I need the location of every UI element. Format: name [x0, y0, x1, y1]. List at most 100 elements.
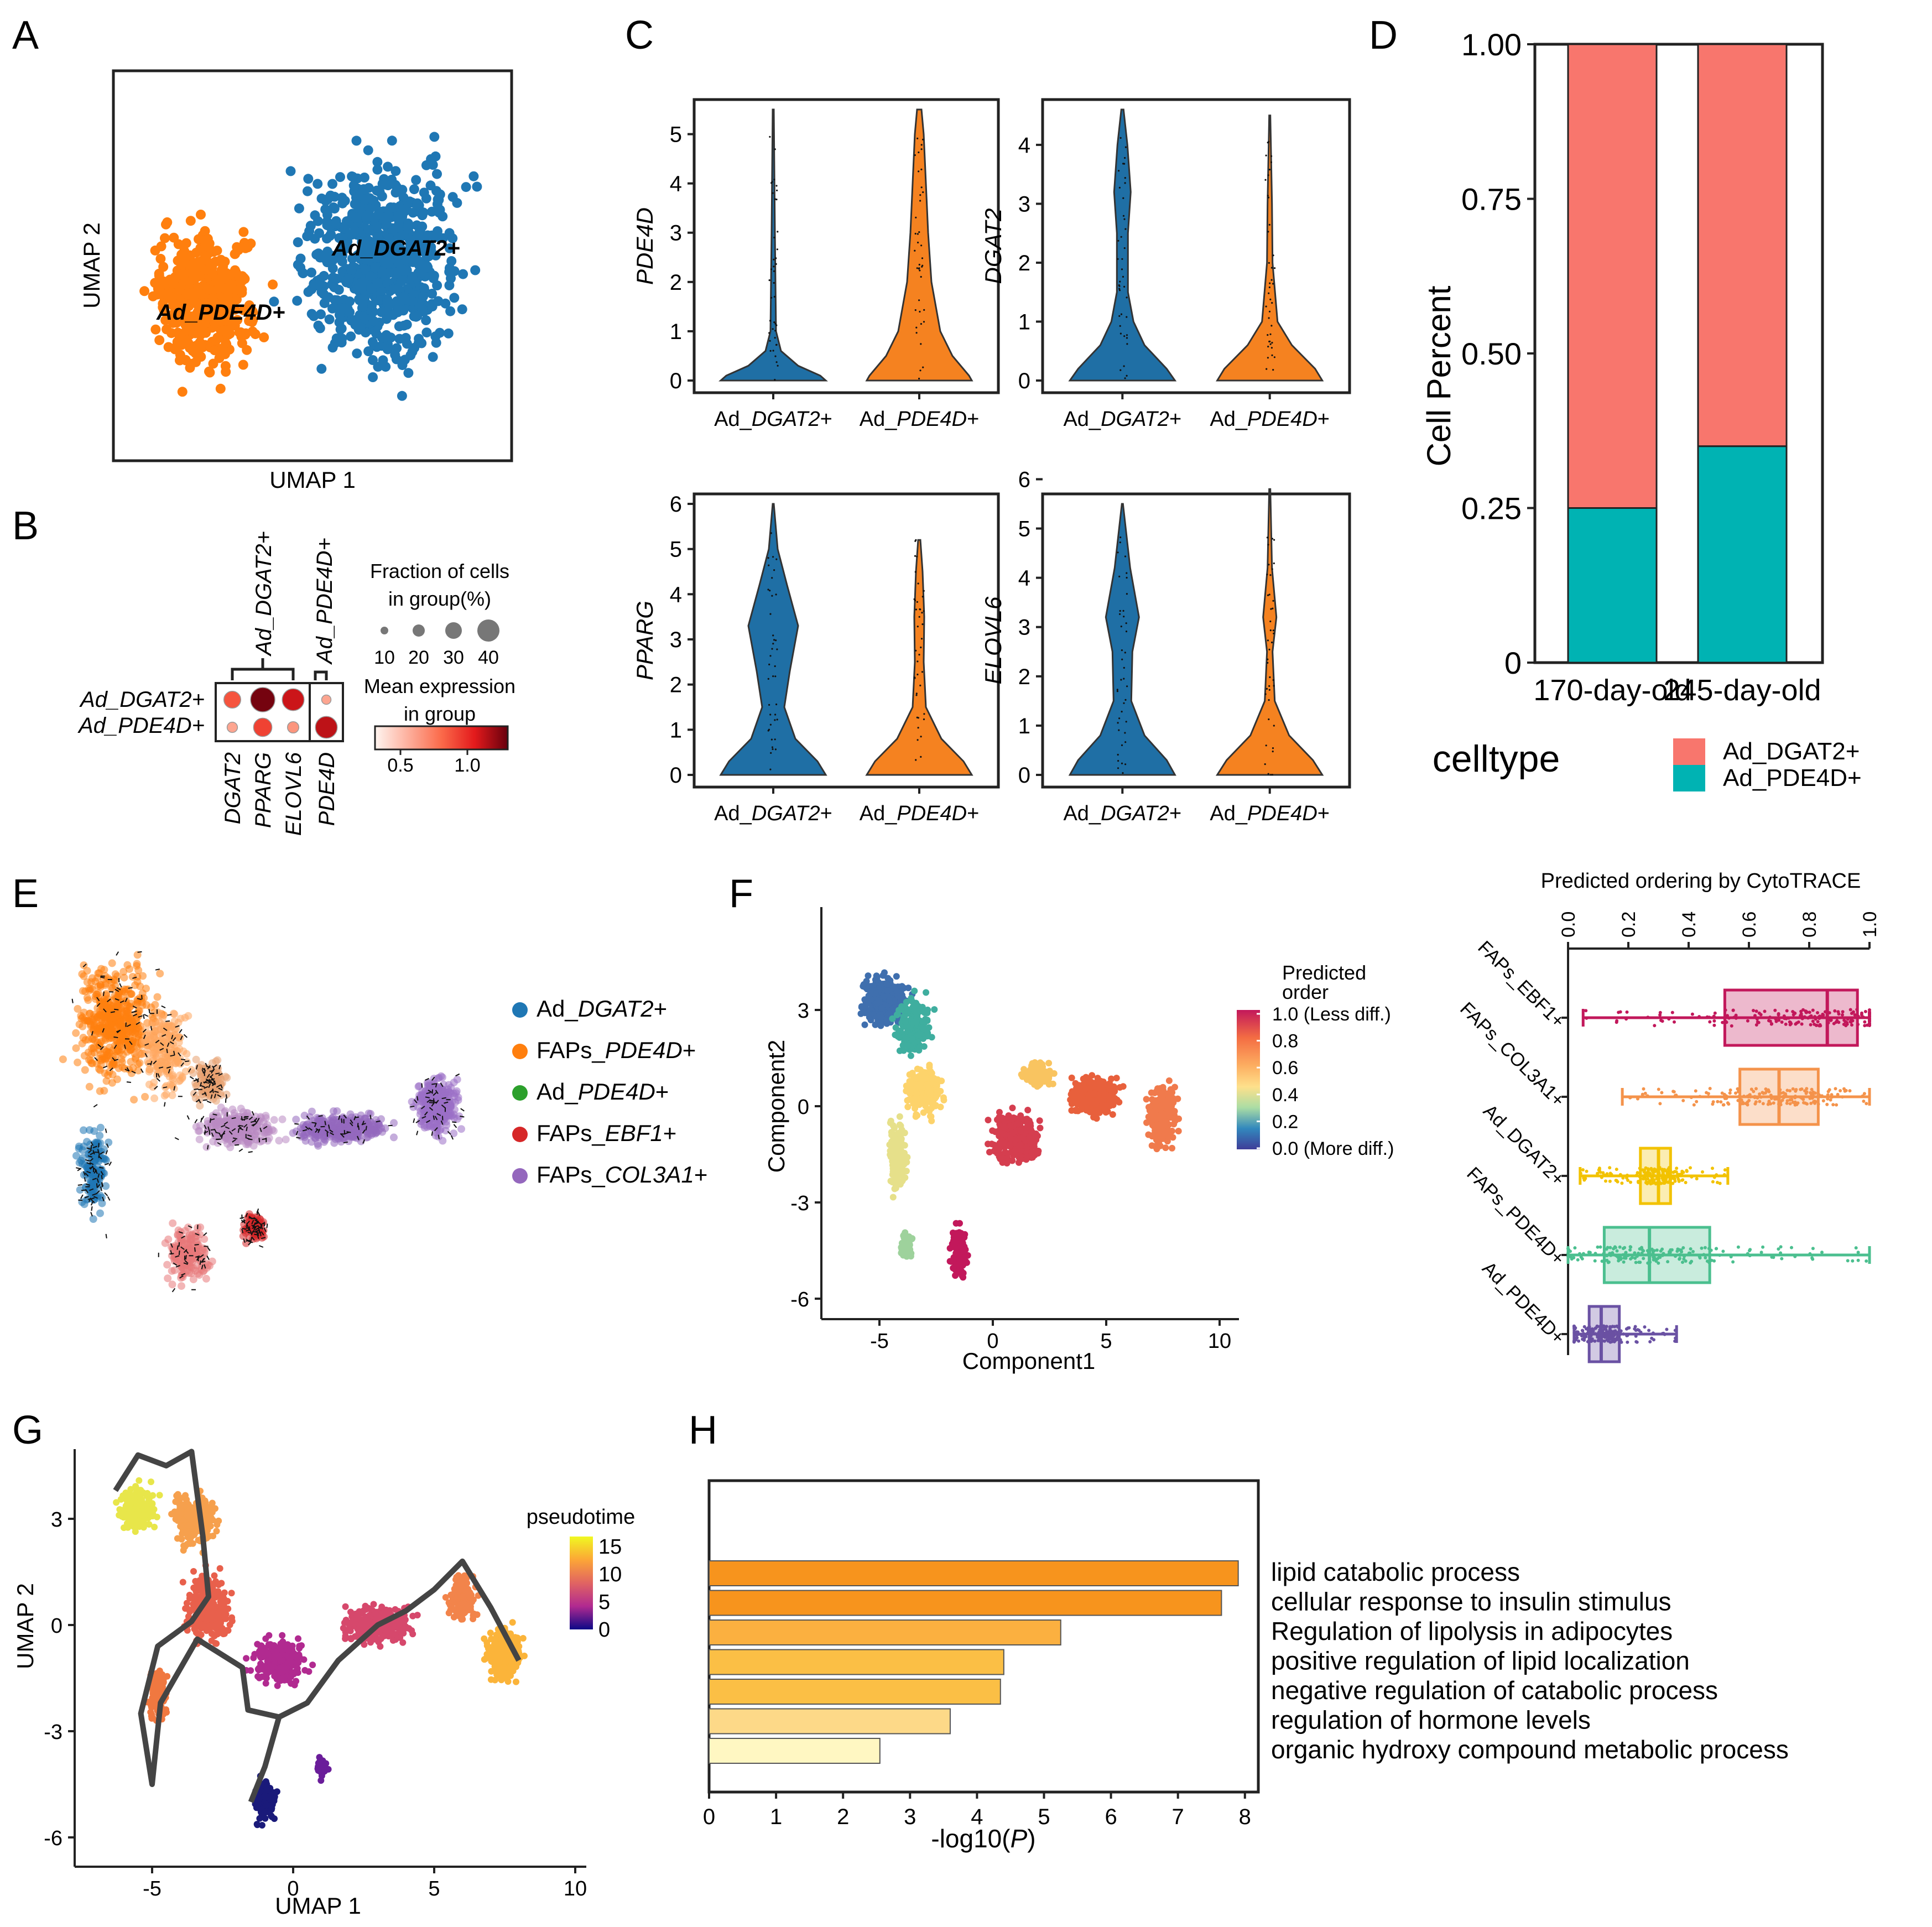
cytotrace-point [895, 1138, 902, 1145]
umap-point-dgat2 [445, 306, 456, 316]
umap-point-dgat2 [327, 342, 338, 353]
umap-point-pde4d [268, 279, 278, 290]
scatter-ytick-label: 3 [798, 999, 809, 1023]
size-legend-label: 30 [443, 647, 464, 668]
violin-point [1265, 154, 1267, 157]
umap-point-dgat2 [327, 251, 338, 261]
violin-point [774, 665, 776, 668]
umap-point-dgat2 [426, 206, 437, 217]
velocity-arrow [105, 1128, 107, 1133]
violin-point [921, 257, 924, 259]
cytotrace-point [877, 1022, 884, 1029]
umap-point-pde4d [200, 226, 210, 236]
violin-point [1264, 763, 1266, 765]
umap-point-dgat2 [351, 212, 362, 223]
violin-point [914, 600, 916, 602]
violin-point [918, 616, 920, 618]
velocity-point [151, 1001, 159, 1009]
violin-point [767, 730, 769, 732]
violin-point [918, 299, 920, 301]
cluster-label-dgat2: Ad_DGAT2+ [331, 236, 460, 261]
cytotrace-point [890, 1152, 897, 1159]
violin-point [1124, 146, 1127, 148]
cytotrace-point [889, 1122, 897, 1129]
stacked-ytick-label: 0.50 [1461, 336, 1522, 371]
cytotrace-point [873, 1013, 880, 1020]
umap-point-dgat2 [355, 279, 365, 289]
violin-point [769, 613, 772, 615]
umap-point-dgat2 [428, 352, 438, 362]
umap-point-dgat2 [315, 252, 325, 263]
violin-point [772, 748, 774, 751]
violin-point [769, 136, 771, 138]
umap-point-pde4d [244, 316, 254, 326]
violin-point [1264, 693, 1267, 695]
cytotrace-point [883, 1017, 890, 1024]
violin-point [1123, 285, 1126, 288]
umap-point-dgat2 [468, 171, 479, 181]
umap-point-dgat2 [346, 265, 357, 276]
velocity-arrow [259, 1245, 264, 1248]
cytotrace-point [912, 1113, 919, 1120]
violin-point [1268, 718, 1270, 721]
violin-point [1125, 631, 1128, 633]
violin-ytick-label: 4 [1018, 566, 1030, 591]
violin-point [1122, 215, 1125, 217]
velocity-arrow [296, 1137, 301, 1139]
violin-point [773, 295, 775, 298]
violin-point [1272, 679, 1274, 681]
panel-letter-f: F [729, 872, 753, 916]
violin-point [1271, 538, 1274, 540]
velocity-arrow [341, 1118, 343, 1123]
velocity-arrow [186, 1115, 190, 1120]
dotplot-dot [321, 694, 332, 705]
umap-point-dgat2 [285, 166, 296, 176]
umap-point-dgat2 [322, 210, 332, 220]
umap-point-pde4d [208, 358, 218, 369]
violin-point [1270, 325, 1273, 327]
umap-point-dgat2 [346, 331, 356, 342]
velocity-arrow [369, 1114, 372, 1119]
violin-point [775, 324, 778, 326]
velocity-point [213, 1086, 221, 1095]
cytotrace-point [920, 1025, 927, 1032]
violin-point [1268, 223, 1270, 226]
umap-point-dgat2 [418, 207, 429, 218]
umap-point-pde4d [237, 275, 248, 286]
stacked-bar-segment [1567, 43, 1658, 509]
scatter-ylabel: Component2 [763, 1040, 789, 1173]
violin-xtick-label: Ad_PDE4D+ [860, 802, 980, 825]
violin-point [916, 673, 919, 676]
velocity-point [308, 1128, 316, 1137]
velocity-point [82, 1017, 90, 1025]
umap-point-dgat2 [404, 235, 415, 245]
violin-point [1117, 722, 1119, 724]
violin-point [1118, 315, 1121, 317]
velocity-arrow [183, 1034, 188, 1038]
velocity-point [111, 1009, 119, 1017]
umap-point-dgat2 [443, 328, 454, 338]
violin-point [1267, 174, 1269, 176]
umap-point-pde4d [207, 268, 218, 279]
violin-point [768, 663, 770, 665]
cytotrace-point [911, 987, 918, 994]
cytotrace-point [897, 1132, 904, 1139]
velocity-point [357, 1118, 366, 1127]
umap-point-dgat2 [340, 196, 350, 206]
scatter-xtick-label: -5 [870, 1330, 889, 1353]
violin-point [915, 692, 918, 695]
velocity-point [223, 1140, 232, 1148]
violin-point [1125, 622, 1127, 624]
velocity-point [169, 1075, 177, 1083]
velocity-arrow [166, 1048, 168, 1054]
umap-point-dgat2 [295, 253, 306, 264]
velocity-point [110, 975, 118, 983]
velocity-arrow [237, 1128, 239, 1133]
violin-point [1126, 572, 1128, 574]
velocity-point [86, 1056, 95, 1065]
violin-point [1273, 632, 1275, 634]
violin-ytick-label: 3 [670, 221, 682, 246]
